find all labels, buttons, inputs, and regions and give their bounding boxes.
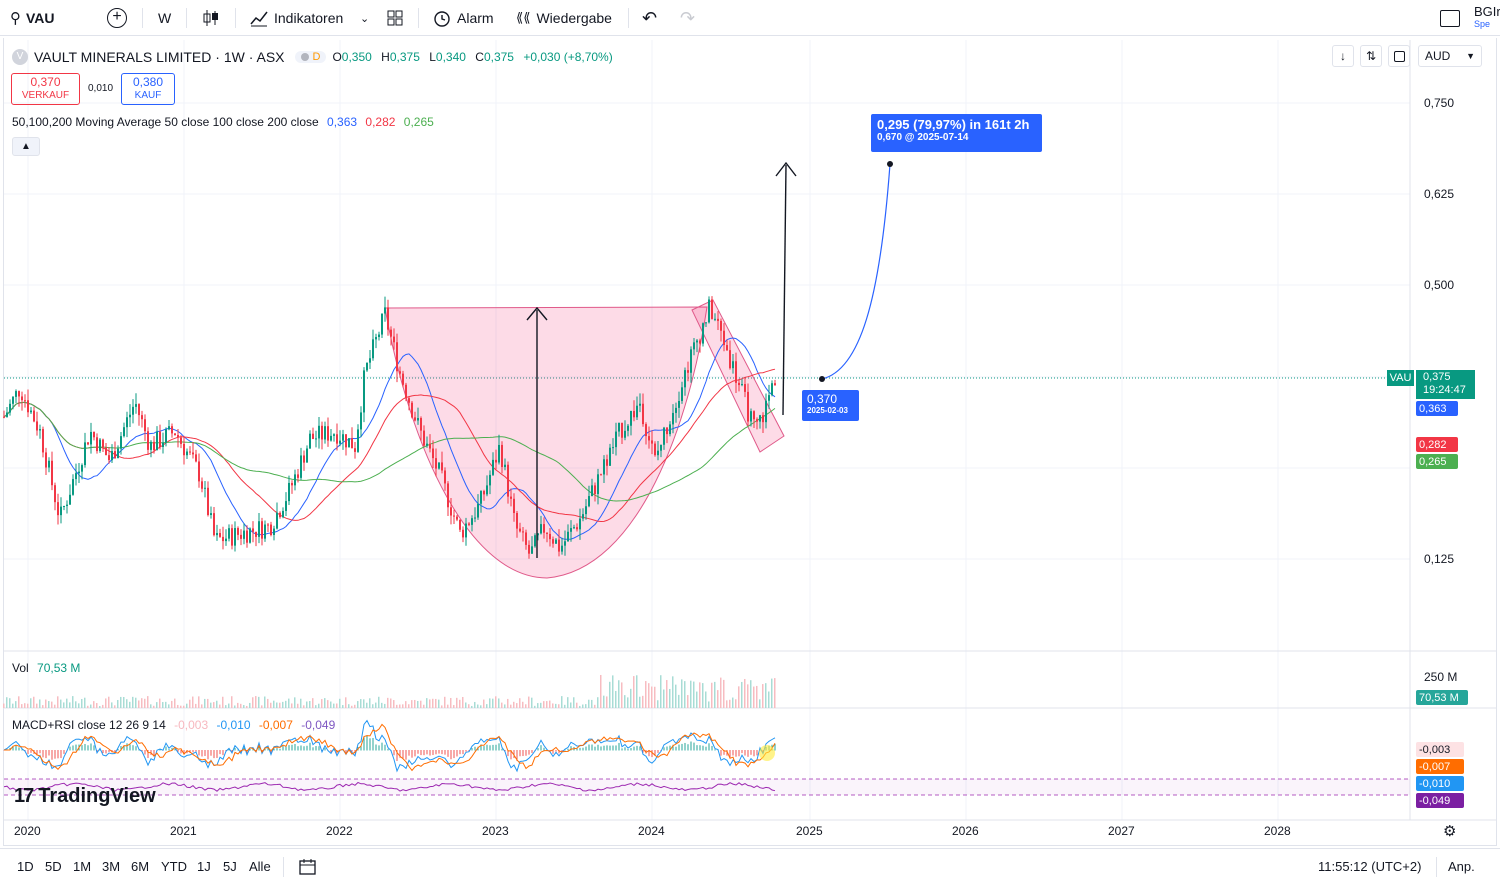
chart-area[interactable] — [3, 38, 1497, 846]
symbol-price-tag: VAU — [1387, 370, 1414, 386]
volume-tag: 70,53 M — [1416, 690, 1468, 705]
range-ytd[interactable]: YTD — [161, 859, 187, 874]
indicators-button[interactable]: Indikatoren — [249, 0, 343, 36]
indicators-icon — [250, 11, 268, 27]
undo-icon: ↶ — [642, 7, 658, 28]
alarm-clock-icon — [434, 11, 450, 27]
ma100-price-tag: 0,282 — [1416, 437, 1458, 452]
symbol-logo: V — [12, 49, 28, 65]
range-1m[interactable]: 1M — [73, 859, 92, 874]
top-toolbar: ⚲ VAU + W Indikatoren ⌄ Alarm ⟪⟪ Wiederg… — [0, 0, 1500, 36]
range-1d[interactable]: 1D — [17, 859, 34, 874]
interval-button[interactable]: W — [158, 10, 172, 26]
spread-value: 0,010 — [88, 83, 114, 94]
ohlc-values: O0,350 H0,375 L0,340 C0,375 +0,030 (+8,7… — [332, 50, 613, 64]
sell-button[interactable]: 0,370 VERKAUF — [11, 73, 80, 105]
price-axis-label: 0,750 — [1424, 96, 1455, 110]
time-axis-label: 2027 — [1108, 824, 1135, 838]
collapse-button[interactable]: ⇅ — [1360, 45, 1382, 67]
calendar-icon — [299, 858, 316, 875]
redo-button[interactable]: ↷ — [680, 0, 695, 36]
price-axis-label: 0,625 — [1424, 187, 1455, 201]
start-annotation[interactable]: 0,370 2025-02-03 — [802, 390, 859, 421]
grid-icon — [387, 10, 403, 26]
time-axis-label: 2026 — [952, 824, 979, 838]
square-icon — [1440, 9, 1460, 27]
time-axis-label: 2023 — [482, 824, 509, 838]
ma200-price-tag: 0,265 — [1416, 454, 1458, 469]
alert-button[interactable]: Alarm — [432, 0, 494, 36]
price-axis-label: 0,125 — [1424, 552, 1455, 566]
tradingview-watermark[interactable]: 17 TradingView — [14, 785, 156, 807]
volume-legend[interactable]: Vol 70,53 M — [12, 661, 81, 675]
rewind-icon: ⟪⟪ — [516, 10, 531, 25]
plus-circle-icon: + — [107, 8, 127, 28]
range-3m[interactable]: 3M — [102, 859, 121, 874]
macd-line-tag: -0,010 — [1416, 776, 1464, 791]
time-axis[interactable]: 2020 2021 2022 2023 2024 2025 2026 2027 … — [0, 822, 1500, 840]
currency-select[interactable]: AUD ▼ — [1418, 45, 1482, 67]
range-5d[interactable]: 5D — [45, 859, 62, 874]
series-title: VAULT MINERALS LIMITED · 1W · ASX — [34, 49, 285, 65]
macd-legend[interactable]: MACD+RSI close 12 26 9 14 -0,003 -0,010 … — [12, 718, 336, 732]
symbol-search[interactable]: ⚲ VAU — [10, 0, 55, 36]
range-6m[interactable]: 6M — [131, 859, 150, 874]
time-axis-label: 2022 — [326, 824, 353, 838]
chart-type-button[interactable] — [202, 0, 220, 36]
tradingview-logo-icon: 17 — [14, 785, 34, 807]
buy-button[interactable]: 0,380 KAUF — [121, 73, 175, 105]
undo-button[interactable]: ↶ — [642, 0, 657, 36]
clock-display[interactable]: 11:55:12 (UTC+2) — [1318, 859, 1422, 874]
range-1j[interactable]: 1J — [197, 859, 211, 874]
ma-legend[interactable]: 50,100,200 Moving Average 50 close 100 c… — [12, 115, 434, 129]
collapse-legend-button[interactable]: ▲ — [12, 137, 40, 156]
redo-icon: ↷ — [680, 7, 696, 28]
time-axis-label: 2021 — [170, 824, 197, 838]
collapse-icon: ⇅ — [1365, 49, 1377, 63]
settings-gear-icon[interactable]: ⚙ — [1443, 823, 1457, 840]
caret-down-icon: ▼ — [1466, 51, 1475, 61]
arrow-down-icon: ↓ — [1340, 49, 1346, 63]
range-alle[interactable]: Alle — [249, 859, 271, 874]
maximize-icon — [1393, 50, 1405, 62]
chevron-down-icon[interactable]: ⌄ — [360, 12, 370, 25]
replay-button[interactable]: ⟪⟪ Wiedergabe — [516, 10, 612, 26]
adjust-button[interactable]: Anp. — [1448, 859, 1475, 874]
scroll-down-button[interactable]: ↓ — [1332, 45, 1354, 67]
search-icon: ⚲ — [10, 10, 21, 27]
range-5j[interactable]: 5J — [223, 859, 237, 874]
time-axis-label: 2024 — [638, 824, 665, 838]
goto-date-button[interactable] — [298, 849, 318, 884]
time-axis-label: 2025 — [796, 824, 823, 838]
delayed-badge: D — [294, 51, 327, 63]
bottom-toolbar: 1D 5D 1M 3M 6M YTD 1J 5J Alle 11:55:12 (… — [0, 848, 1500, 883]
maximize-button[interactable] — [1388, 45, 1410, 67]
time-axis-label: 2028 — [1264, 824, 1291, 838]
macd-hist-tag: -0,003 — [1416, 742, 1464, 757]
macd-signal-tag: -0,007 — [1416, 759, 1464, 774]
rsi-tag: -0,049 — [1416, 793, 1464, 808]
time-axis-label: 2020 — [14, 824, 41, 838]
series-legend[interactable]: V VAULT MINERALS LIMITED · 1W · ASX D O0… — [12, 48, 613, 66]
symbol-label: VAU — [26, 10, 55, 26]
price-axis-label: 0,500 — [1424, 278, 1455, 292]
ma50-price-tag: 0,363 — [1416, 401, 1458, 416]
layout-button[interactable] — [386, 0, 404, 36]
user-menu[interactable]: BGIr Spe — [1474, 4, 1500, 29]
compare-button[interactable]: + — [107, 0, 127, 36]
fullscreen-button[interactable] — [1440, 0, 1460, 36]
last-price-tag: 0,375 19:24:47 — [1416, 370, 1475, 399]
target-annotation[interactable]: 0,295 (79,97%) in 161t 2h 0,670 @ 2025-0… — [871, 114, 1042, 152]
candles-icon — [203, 10, 218, 26]
volume-axis-label: 250 M — [1424, 670, 1458, 684]
